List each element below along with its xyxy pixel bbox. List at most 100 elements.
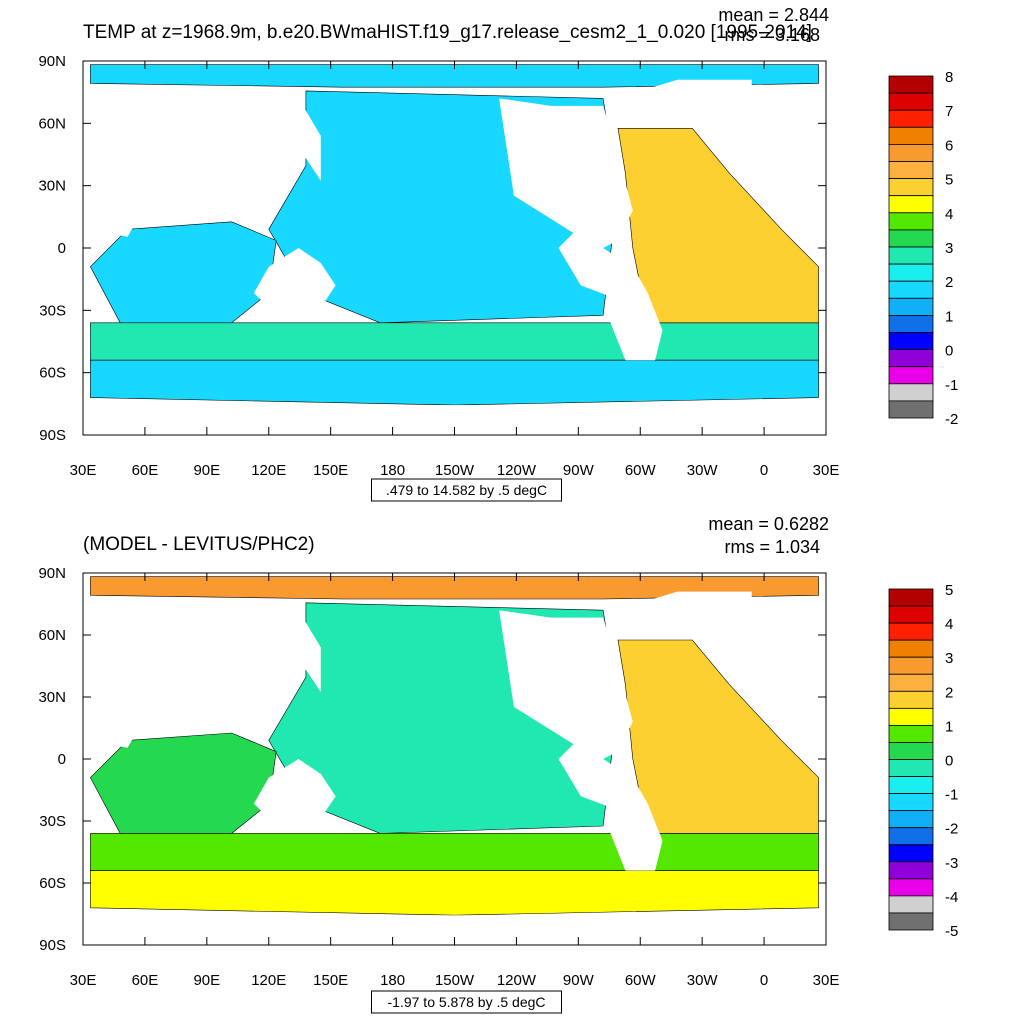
colorbar-swatch xyxy=(888,75,934,94)
x-tick-label: 150E xyxy=(313,972,348,989)
colorbar-label: -5 xyxy=(945,923,958,940)
stat-rms: rms = 3.168 xyxy=(724,25,820,45)
stat-mean: mean = 0.6282 xyxy=(708,514,829,534)
y-tick-label: 0 xyxy=(58,751,66,768)
x-tick-label: 60E xyxy=(132,462,159,479)
y-tick-label: 90S xyxy=(39,427,66,444)
x-tick-label: 60E xyxy=(132,972,159,989)
contour-info-box xyxy=(371,990,562,1014)
colorbar-label: 0 xyxy=(945,753,953,770)
region-antarctic xyxy=(90,359,819,406)
x-tick-label: 120W xyxy=(497,972,537,989)
colorbar-swatch xyxy=(888,400,934,419)
x-tick-label: 30E xyxy=(813,972,840,989)
land-mask xyxy=(253,248,336,308)
x-tick-label: 30W xyxy=(687,972,719,989)
region-southern-band xyxy=(90,322,819,361)
land-mask xyxy=(83,610,321,748)
y-tick-label: 90N xyxy=(38,565,66,582)
x-tick-label: 150W xyxy=(435,972,475,989)
x-tick-label: 120E xyxy=(251,462,286,479)
colorbar-swatch xyxy=(888,229,934,248)
contour-info: .479 to 14.582 by .5 degC xyxy=(386,482,547,498)
colorbar-swatch xyxy=(888,263,934,282)
colorbar-swatch xyxy=(888,895,934,914)
colorbar-swatch xyxy=(888,776,934,794)
x-tick-label: 30W xyxy=(687,462,719,479)
colorbar-swatch xyxy=(888,349,934,368)
colorbar-label: -1 xyxy=(945,377,958,394)
colorbar-label: -4 xyxy=(945,889,958,906)
colorbar-label: 3 xyxy=(945,240,953,257)
colorbar-swatch xyxy=(888,314,934,333)
colorbar-label: 7 xyxy=(945,103,953,120)
land-mask xyxy=(499,98,663,361)
colorbar-swatch xyxy=(888,656,934,675)
colorbar-label: 5 xyxy=(945,582,953,599)
region-arctic xyxy=(90,576,819,600)
colorbar-swatch xyxy=(888,707,934,726)
colorbar-swatch xyxy=(888,861,934,880)
land-mask xyxy=(499,610,663,871)
x-tick-label: 150E xyxy=(313,462,348,479)
colorbar-swatch xyxy=(888,297,934,316)
x-tick-label: 60W xyxy=(625,972,657,989)
colorbar-swatch xyxy=(888,673,934,692)
colorbar-swatch xyxy=(888,827,934,846)
colorbar-swatch xyxy=(888,725,934,743)
x-tick-label: 90W xyxy=(563,462,595,479)
colorbar-swatch xyxy=(888,810,934,829)
x-tick-label: 30E xyxy=(70,462,97,479)
colorbar-label: 1 xyxy=(945,718,953,735)
y-tick-label: 90S xyxy=(39,937,66,954)
colorbar-label: -2 xyxy=(945,821,958,838)
colorbar-label: 5 xyxy=(945,172,953,189)
y-tick-label: 30N xyxy=(38,689,66,706)
colorbar-label: 8 xyxy=(945,69,953,86)
panel-title: TEMP at z=1968.9m, b.e20.BWmaHIST.f19_g1… xyxy=(83,22,812,43)
colorbar-label: 6 xyxy=(945,137,953,154)
colorbar-swatch xyxy=(888,878,934,897)
land-mask xyxy=(640,591,752,640)
y-tick-label: 60N xyxy=(38,627,66,644)
region-indian xyxy=(90,221,277,324)
x-tick-label: 150W xyxy=(435,462,475,479)
x-tick-label: 60W xyxy=(625,462,657,479)
y-tick-label: 0 xyxy=(58,240,66,257)
colorbar-label: 3 xyxy=(945,650,953,667)
colorbar-label: -3 xyxy=(945,855,958,872)
colorbar-label: -1 xyxy=(945,787,958,804)
colorbar-swatch xyxy=(888,844,934,863)
colorbar-swatch xyxy=(888,332,934,351)
panel-2: 30E 60E 90E 120E 150E 180 150W 120W 90W 60W 30W 0 30… xyxy=(38,514,958,1014)
colorbar-label: 1 xyxy=(945,308,953,325)
x-tick-label: 120E xyxy=(251,972,286,989)
y-tick-label: 60S xyxy=(39,365,66,382)
region-indian xyxy=(90,732,277,834)
colorbar-swatch xyxy=(888,639,934,658)
x-tick-label: 120W xyxy=(497,462,537,479)
region-antarctic xyxy=(90,870,819,916)
colorbar-swatch xyxy=(888,383,934,402)
land-mask xyxy=(640,79,752,129)
colorbar-swatch xyxy=(888,605,934,624)
colorbar-label: -2 xyxy=(945,411,958,428)
colorbar-label: 4 xyxy=(945,206,953,223)
land-mask xyxy=(729,143,826,211)
panel-title: (MODEL - LEVITUS/PHC2) xyxy=(83,534,315,555)
colorbar-swatch xyxy=(888,92,934,111)
x-tick-label: 90E xyxy=(193,462,220,479)
y-tick-label: 30S xyxy=(39,302,66,319)
land-mask xyxy=(83,98,321,237)
colorbar-label: 4 xyxy=(945,616,953,633)
colorbar-swatch xyxy=(888,178,934,197)
colorbar-swatch xyxy=(888,212,934,231)
y-tick-label: 60S xyxy=(39,875,66,892)
colorbar-swatch xyxy=(888,246,934,265)
stat-rms: rms = 1.034 xyxy=(724,537,820,557)
colorbar-swatch xyxy=(888,195,934,214)
contour-info-box xyxy=(371,478,562,502)
y-tick-label: 30S xyxy=(39,813,66,830)
